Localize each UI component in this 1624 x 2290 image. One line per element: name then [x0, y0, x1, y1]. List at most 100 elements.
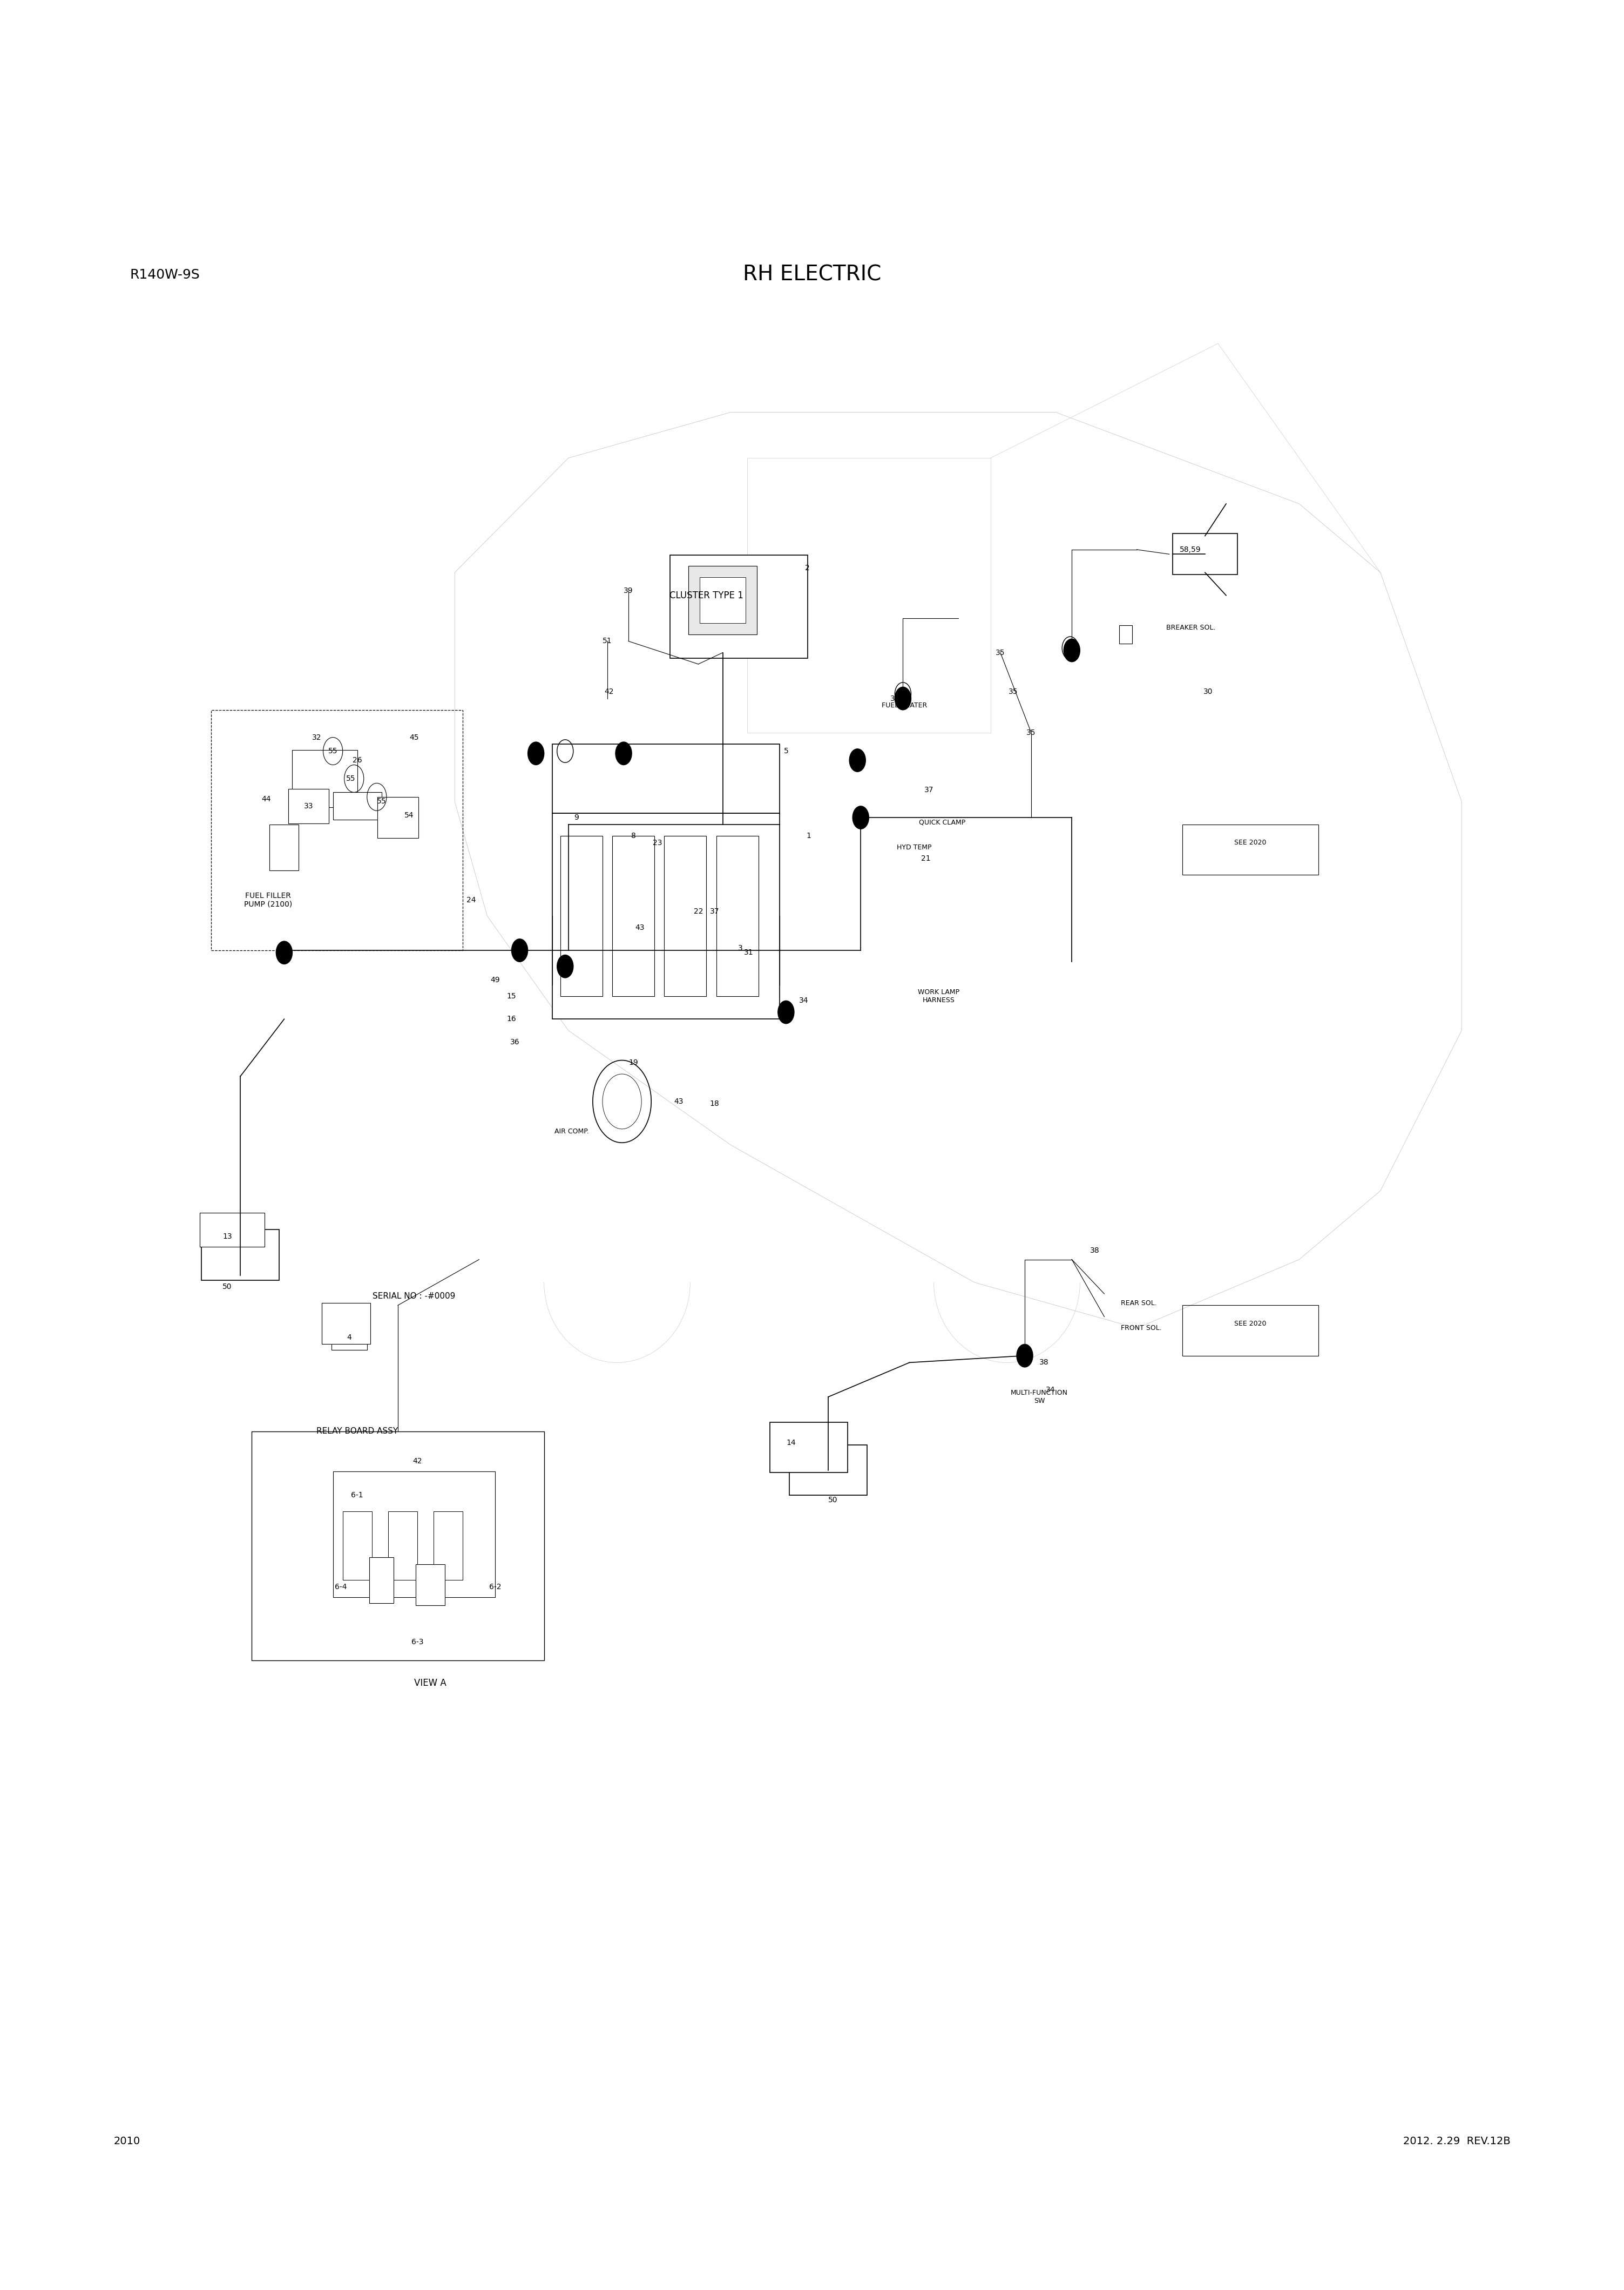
Text: 46: 46	[1065, 643, 1075, 653]
Bar	[270, 824, 299, 870]
Text: REAR SOL.: REAR SOL.	[1121, 1298, 1156, 1308]
Text: 49: 49	[490, 976, 500, 985]
Text: 44: 44	[261, 795, 271, 804]
Text: 58,59: 58,59	[1179, 545, 1202, 554]
Circle shape	[615, 742, 632, 765]
Text: 34: 34	[279, 948, 289, 957]
Text: 42: 42	[604, 687, 614, 696]
Text: 46: 46	[853, 813, 862, 822]
Bar	[333, 1472, 495, 1598]
Text: 13: 13	[222, 1232, 232, 1241]
Text: 55: 55	[346, 774, 356, 783]
Text: FUEL HEATER: FUEL HEATER	[882, 701, 927, 710]
Text: R140W-9S: R140W-9S	[130, 268, 200, 282]
Bar	[333, 792, 382, 820]
Text: CLUSTER TYPE 1: CLUSTER TYPE 1	[669, 591, 744, 600]
Text: 46: 46	[560, 962, 570, 971]
Text: 55: 55	[328, 747, 338, 756]
Bar	[789, 1445, 867, 1495]
Circle shape	[849, 749, 866, 772]
Text: 34: 34	[799, 996, 809, 1005]
Bar	[343, 1511, 372, 1580]
Text: 23: 23	[653, 838, 663, 847]
Circle shape	[1064, 639, 1080, 662]
Bar	[552, 813, 780, 1019]
Bar	[434, 1511, 463, 1580]
Bar	[700, 577, 745, 623]
Bar	[201, 1230, 279, 1280]
Text: 54: 54	[404, 811, 414, 820]
Circle shape	[1017, 1344, 1033, 1367]
Bar	[292, 749, 357, 806]
Text: BREAKER SOL.: BREAKER SOL.	[1166, 623, 1215, 632]
Circle shape	[557, 955, 573, 978]
Text: 3: 3	[739, 943, 742, 953]
Bar	[289, 788, 328, 822]
Bar	[747, 458, 991, 733]
Bar	[671, 554, 809, 660]
Text: 46: 46	[529, 749, 539, 758]
Bar	[1173, 534, 1237, 575]
Bar	[560, 836, 603, 996]
Text: 2: 2	[806, 563, 809, 572]
Text: 1: 1	[807, 831, 810, 840]
Text: 46: 46	[1020, 1349, 1030, 1358]
Text: 46: 46	[898, 689, 908, 698]
Text: 35: 35	[996, 648, 1005, 657]
Circle shape	[512, 939, 528, 962]
Text: 14: 14	[786, 1438, 796, 1447]
Text: 15: 15	[507, 992, 516, 1001]
Text: 6-3: 6-3	[411, 1637, 424, 1647]
Text: AIR COMP.: AIR COMP.	[554, 1127, 590, 1136]
Text: 21: 21	[921, 854, 931, 863]
Text: RELAY BOARD ASSY: RELAY BOARD ASSY	[317, 1427, 398, 1436]
Text: 19: 19	[628, 1058, 638, 1067]
Text: 6-4: 6-4	[335, 1582, 348, 1592]
Text: RH ELECTRIC: RH ELECTRIC	[742, 266, 882, 284]
Text: MULTI-FUNCTION
SW: MULTI-FUNCTION SW	[1010, 1390, 1069, 1404]
Text: 43: 43	[635, 923, 645, 932]
Text: 35: 35	[1009, 687, 1018, 696]
Bar	[331, 1314, 367, 1351]
Text: 16: 16	[507, 1014, 516, 1024]
Text: SEE 2020: SEE 2020	[1234, 1319, 1267, 1328]
Text: WORK LAMP
HARNESS: WORK LAMP HARNESS	[918, 989, 960, 1003]
Text: 31: 31	[744, 948, 754, 957]
Bar	[664, 836, 706, 996]
Text: 51: 51	[603, 637, 612, 646]
Text: 55: 55	[377, 797, 387, 806]
Text: 45: 45	[409, 733, 419, 742]
Text: 50: 50	[222, 1282, 232, 1292]
Text: 34: 34	[1046, 1385, 1056, 1395]
Text: 22: 22	[693, 907, 703, 916]
Text: 30: 30	[1203, 687, 1213, 696]
Text: 26: 26	[352, 756, 362, 765]
Text: SEE 2020: SEE 2020	[1234, 838, 1267, 847]
Text: 32: 32	[312, 733, 322, 742]
Text: 50: 50	[828, 1495, 838, 1505]
Text: 2010: 2010	[114, 2137, 140, 2146]
Bar	[388, 1511, 417, 1580]
Text: 46: 46	[619, 749, 628, 758]
Text: 39: 39	[624, 586, 633, 595]
Text: 37: 37	[924, 785, 934, 795]
Text: 33: 33	[890, 694, 900, 703]
Text: 9: 9	[575, 813, 578, 822]
Text: 42: 42	[412, 1456, 422, 1466]
Text: 38: 38	[1039, 1358, 1049, 1367]
Bar	[377, 797, 417, 838]
Text: FRONT SOL.: FRONT SOL.	[1121, 1324, 1161, 1333]
Text: 8: 8	[632, 831, 635, 840]
Text: 18: 18	[710, 1099, 719, 1108]
Bar	[252, 1431, 544, 1660]
Text: 27: 27	[512, 948, 521, 957]
Bar	[369, 1557, 393, 1603]
Text: 46: 46	[513, 946, 523, 955]
Text: QUICK CLAMP: QUICK CLAMP	[919, 818, 965, 827]
Circle shape	[528, 742, 544, 765]
Bar	[612, 836, 654, 996]
Circle shape	[895, 687, 911, 710]
Bar	[770, 1422, 848, 1472]
Text: 35: 35	[1026, 728, 1036, 737]
Text: FUEL FILLER
PUMP (2100): FUEL FILLER PUMP (2100)	[244, 891, 292, 909]
